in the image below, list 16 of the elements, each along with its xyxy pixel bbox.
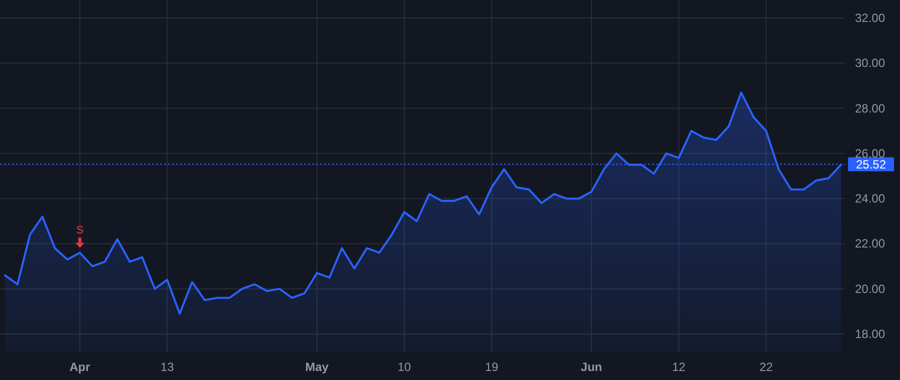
y-tick-label: 22.00	[854, 236, 886, 251]
x-tick-label: 12	[672, 360, 686, 374]
x-tick-label: 13	[160, 360, 174, 374]
x-tick-label: Jun	[580, 360, 602, 374]
y-tick-label: 30.00	[854, 56, 886, 70]
y-tick-label: 32.00	[854, 11, 886, 26]
x-tick-label: 10	[398, 360, 412, 374]
annotation: S	[76, 224, 84, 237]
x-tick-label: Apr	[70, 360, 91, 374]
x-tick-label: 22	[759, 360, 774, 374]
y-tick-label: 28.00	[854, 101, 886, 116]
x-tick-label: 19	[484, 360, 499, 374]
y-tick-label: 24.00	[854, 192, 886, 206]
x-tick-label: May	[305, 360, 329, 374]
y-tick-label: 18.00	[854, 326, 886, 341]
y-tick-label: 20.00	[854, 282, 886, 296]
